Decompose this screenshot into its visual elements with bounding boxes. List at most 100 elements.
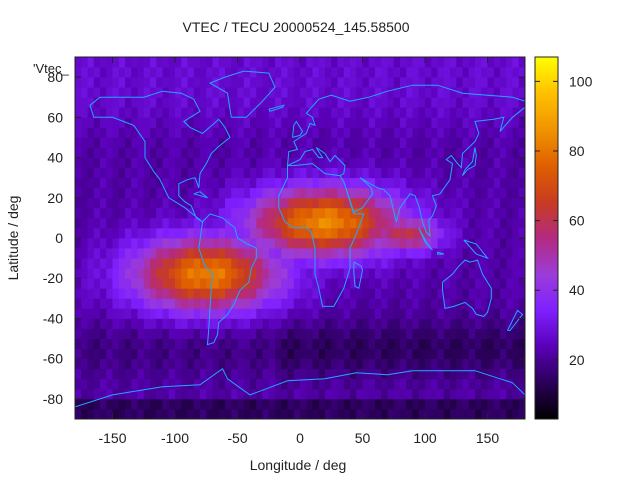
heatmap-cell <box>250 278 257 289</box>
heatmap-cell <box>343 278 351 289</box>
heatmap-cell <box>462 238 470 249</box>
heatmap-cell <box>368 117 376 128</box>
heatmap-cell <box>456 67 463 78</box>
heatmap-cell <box>456 378 463 390</box>
colorbar-tick-label: 80 <box>569 143 585 159</box>
heatmap-cell <box>287 288 295 299</box>
heatmap-cell <box>356 308 363 319</box>
heatmap-cell <box>156 177 163 189</box>
heatmap-cell <box>418 278 426 289</box>
heatmap-cell <box>500 258 507 269</box>
heatmap-cell <box>350 318 357 329</box>
heatmap-cell <box>100 408 107 419</box>
heatmap-cell <box>125 157 132 169</box>
heatmap-cell <box>431 348 438 360</box>
heatmap-cell <box>381 308 388 319</box>
heatmap-cell <box>350 308 357 319</box>
heatmap-cell <box>343 57 351 68</box>
heatmap-cell <box>512 278 520 289</box>
heatmap-cell <box>237 97 245 108</box>
heatmap-cell <box>493 157 501 169</box>
heatmap-cell <box>337 368 345 380</box>
heatmap-cell <box>400 67 407 78</box>
heatmap-cell <box>337 197 345 209</box>
heatmap-cell <box>431 318 438 329</box>
heatmap-cell <box>250 187 257 199</box>
heatmap-cell <box>75 408 82 419</box>
heatmap-cell <box>393 398 401 410</box>
heatmap-cell <box>400 378 407 390</box>
heatmap-cell <box>381 227 388 239</box>
heatmap-cell <box>287 388 295 400</box>
heatmap-cell <box>206 348 213 360</box>
heatmap-cell <box>125 348 132 360</box>
heatmap-cell <box>143 177 151 189</box>
heatmap-cell <box>206 217 213 229</box>
heatmap-cell <box>187 248 195 259</box>
heatmap-cell <box>306 147 313 158</box>
heatmap-cell <box>137 97 145 108</box>
heatmap-cell <box>243 207 251 219</box>
heatmap-cell <box>287 207 295 219</box>
heatmap-cell <box>387 318 395 329</box>
heatmap-cell <box>506 348 513 360</box>
heatmap-cell <box>293 137 301 148</box>
heatmap-cell <box>468 87 476 98</box>
colorbar-tick-label: 20 <box>569 352 585 368</box>
heatmap-cell <box>500 57 507 68</box>
heatmap-cell <box>500 318 507 329</box>
heatmap-cell <box>175 398 182 410</box>
heatmap-cell <box>206 147 213 158</box>
heatmap-cell <box>350 368 357 380</box>
heatmap-cell <box>106 328 113 339</box>
heatmap-cell <box>156 328 163 339</box>
heatmap-cell <box>331 328 338 339</box>
heatmap-cell <box>175 358 182 370</box>
heatmap-cell <box>262 278 270 289</box>
heatmap-cell <box>475 77 482 88</box>
heatmap-cell <box>468 227 476 239</box>
heatmap-cell <box>181 328 188 339</box>
heatmap-cell <box>518 227 525 239</box>
y-tick-label: -60 <box>43 351 63 367</box>
heatmap-cell <box>112 117 120 128</box>
heatmap-cell <box>331 358 338 370</box>
heatmap-cell <box>381 117 388 128</box>
heatmap-cell <box>181 87 188 98</box>
heatmap-cell <box>500 157 507 169</box>
heatmap-cell <box>187 87 195 98</box>
heatmap-cell <box>387 197 395 209</box>
heatmap-cell <box>431 127 438 138</box>
heatmap-cell <box>225 187 232 199</box>
heatmap-cell <box>275 177 282 189</box>
heatmap-cell <box>250 167 257 179</box>
heatmap-cell <box>100 268 107 279</box>
heatmap-cell <box>450 157 457 169</box>
heatmap-cell <box>481 207 488 219</box>
heatmap-cell <box>387 358 395 370</box>
heatmap-cell <box>212 408 220 419</box>
heatmap-cell <box>281 157 288 169</box>
heatmap-cell <box>181 197 188 209</box>
heatmap-cell <box>250 57 257 68</box>
heatmap-cell <box>162 398 170 410</box>
heatmap-cell <box>212 338 220 350</box>
heatmap-cell <box>112 268 120 279</box>
heatmap-cell <box>200 238 207 249</box>
heatmap-cell <box>287 57 295 68</box>
heatmap-cell <box>356 77 363 88</box>
heatmap-cell <box>156 368 163 380</box>
heatmap-cell <box>100 248 107 259</box>
heatmap-cell <box>250 408 257 419</box>
heatmap-cell <box>175 117 182 128</box>
heatmap-cell <box>300 127 307 138</box>
heatmap-cell <box>437 97 445 108</box>
heatmap-cell <box>156 187 163 199</box>
heatmap-cell <box>418 57 426 68</box>
heatmap-cell <box>368 338 376 350</box>
heatmap-cell <box>131 338 138 350</box>
heatmap-cell <box>262 157 270 169</box>
heatmap-cell <box>106 388 113 400</box>
heatmap-cell <box>362 117 370 128</box>
